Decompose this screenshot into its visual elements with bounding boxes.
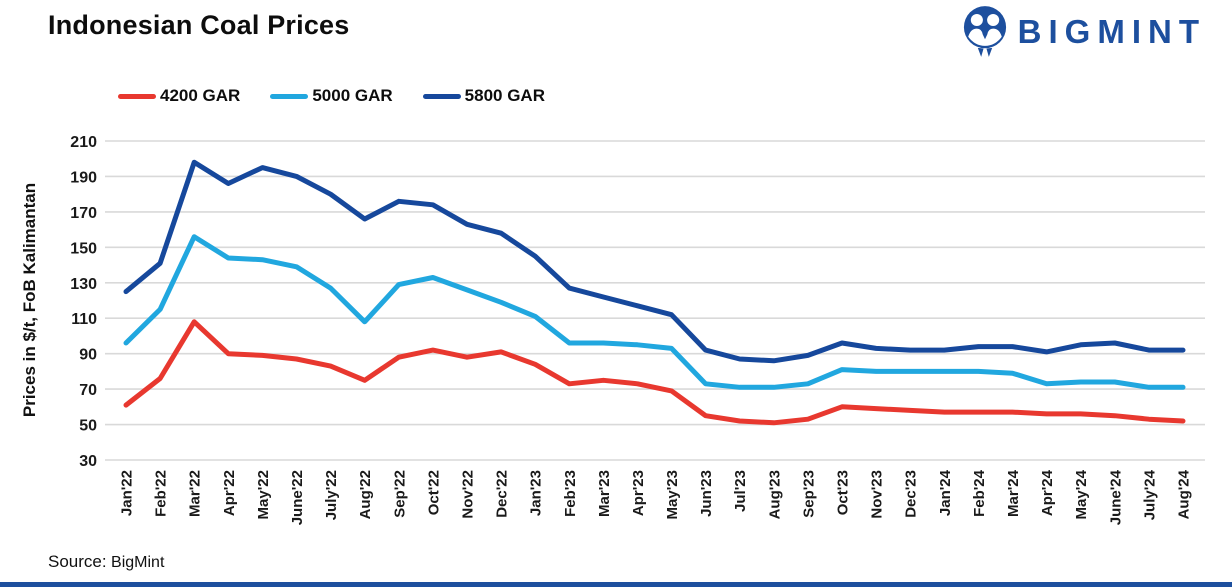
y-tick-label: 210 — [70, 134, 97, 151]
y-tick-label: 110 — [71, 311, 97, 328]
y-tick-label: 130 — [70, 276, 97, 293]
y-tick-label: 170 — [70, 205, 97, 222]
x-tick-label: Aug'24 — [1176, 469, 1193, 519]
x-tick-label: May'24 — [1073, 469, 1090, 519]
x-tick-label: June'22 — [289, 470, 306, 525]
source-value: BigMint — [111, 554, 165, 571]
series-line-4200-gar — [123, 319, 1186, 426]
x-tick-label: Dec'23 — [903, 470, 920, 518]
x-tick-label: July'24 — [1141, 469, 1158, 520]
chart-legend: 4200 GAR 5000 GAR 5800 GAR — [118, 86, 545, 106]
x-tick-label: Jan'23 — [528, 470, 545, 516]
x-tick-label: Nov'22 — [459, 470, 476, 519]
y-tick-label: 150 — [70, 240, 97, 257]
source-line: Source: BigMint — [48, 552, 164, 572]
page-title: Indonesian Coal Prices — [48, 10, 350, 40]
x-tick-label: Mar'24 — [1005, 469, 1022, 517]
x-tick-label: Jan'22 — [119, 470, 136, 516]
x-tick-label: July'22 — [323, 470, 340, 520]
x-tick-label: Sep'23 — [800, 470, 817, 518]
x-tick-label: Apr'24 — [1039, 469, 1056, 516]
x-tick-label: Jan'24 — [937, 469, 954, 516]
y-tick-label: 190 — [70, 169, 97, 186]
legend-item-5000-gar[interactable]: 5000 GAR — [270, 86, 393, 106]
legend-item-4200-gar[interactable]: 4200 GAR — [118, 86, 240, 106]
x-tick-label: Nov'23 — [869, 470, 886, 519]
y-tick-label: 70 — [79, 382, 97, 399]
x-tick-label: June'24 — [1107, 469, 1124, 525]
y-tick-label: 50 — [79, 418, 97, 435]
bottom-accent-bar — [0, 582, 1232, 587]
x-tick-label: Oct'23 — [835, 470, 852, 515]
x-tick-label: Apr'22 — [221, 470, 238, 516]
bigmint-logo: BIGMINT — [962, 6, 1206, 58]
x-tick-label: Feb'24 — [971, 469, 988, 517]
y-tick-label: 30 — [79, 453, 97, 470]
bigmint-logo-icon — [962, 6, 1008, 58]
series-line-5000-gar — [123, 234, 1186, 390]
legend-label: 4200 GAR — [160, 86, 241, 105]
x-tick-label: Feb'23 — [562, 470, 579, 517]
x-tick-label: May'23 — [664, 470, 681, 519]
bigmint-logo-text: BIGMINT — [1017, 13, 1206, 50]
x-tick-label: Aug'23 — [766, 470, 783, 519]
y-tick-label: 90 — [79, 347, 97, 364]
x-axis-tick-labels: Jan'22 Feb'22 Mar'22 Apr'22 May'22 June'22 Jul… — [119, 469, 1193, 525]
legend-item-5800-gar[interactable]: 5800 GAR — [422, 86, 545, 106]
source-label: Source: — [48, 552, 107, 571]
legend-label: 5800 GAR — [464, 86, 545, 105]
x-tick-label: Sep'22 — [391, 470, 408, 518]
y-axis-tick-labels: 30 50 70 90 110 130 150 170 190 210 — [70, 134, 97, 470]
x-tick-label: Apr'23 — [630, 470, 647, 516]
x-tick-label: Jun'23 — [698, 470, 715, 517]
x-tick-label: Dec'22 — [494, 470, 511, 518]
x-tick-label: May'22 — [255, 470, 272, 519]
series-line-5800-gar — [123, 159, 1186, 364]
x-tick-label: Feb'22 — [153, 470, 170, 517]
x-tick-label: Jul'23 — [732, 470, 749, 512]
x-tick-label: Aug'22 — [357, 470, 374, 519]
x-tick-label: Mar'22 — [187, 470, 204, 517]
legend-swatch — [422, 93, 461, 99]
x-tick-label: Oct'22 — [425, 470, 442, 515]
legend-label: 5000 GAR — [312, 86, 393, 105]
legend-swatch — [270, 93, 309, 99]
legend-swatch — [118, 93, 156, 99]
x-tick-label: Mar'23 — [596, 470, 613, 517]
